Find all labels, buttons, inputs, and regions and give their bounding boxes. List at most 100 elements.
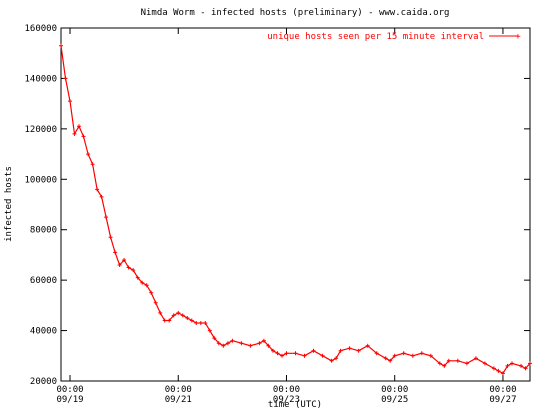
series-point [207, 328, 212, 333]
series-point [63, 76, 68, 81]
series-point [203, 321, 208, 325]
series-point [99, 194, 104, 199]
series-point [428, 353, 433, 358]
series-point [311, 348, 316, 353]
series-point [135, 275, 140, 280]
series-point [388, 358, 393, 363]
series-point [162, 318, 167, 323]
x-tick-date: 09/27 [489, 395, 516, 405]
y-tick-label: 100000 [24, 175, 57, 185]
x-tick-time: 00:00 [165, 385, 192, 395]
series-point [455, 358, 460, 363]
series-point [113, 250, 118, 255]
series-point [86, 152, 91, 157]
series-point [437, 361, 442, 366]
series-point [68, 99, 72, 104]
series-point [189, 318, 194, 323]
series-point [500, 371, 505, 376]
series-point [122, 258, 127, 262]
x-axis: 00:0009/1900:0009/2100:0009/2300:0009/25… [56, 28, 516, 405]
x-tick-date: 09/21 [165, 395, 192, 405]
series-point [293, 351, 298, 356]
series-point [59, 43, 63, 48]
x-tick-time: 00:00 [381, 385, 408, 395]
legend-marker: + [515, 32, 521, 42]
series-point [117, 263, 122, 267]
series-point [81, 134, 86, 139]
series-point [528, 361, 532, 366]
series-point [180, 313, 185, 318]
series-point [473, 356, 478, 361]
y-tick-label: 40000 [30, 327, 57, 337]
series-point [320, 353, 325, 358]
series-point [144, 283, 149, 288]
series-point [275, 351, 280, 356]
series-point [446, 358, 451, 363]
x-tick-time: 00:00 [489, 385, 516, 395]
series-point [482, 361, 487, 366]
series-point [194, 321, 199, 325]
series-line [60, 45, 531, 375]
series-point [464, 361, 469, 366]
x-tick-time: 00:00 [56, 385, 83, 395]
series-point [239, 341, 244, 346]
y-tick-label: 140000 [24, 74, 57, 84]
legend-label: unique hosts seen per 15 minute interval [267, 32, 484, 42]
series-point [334, 356, 339, 361]
y-tick-label: 160000 [24, 24, 57, 34]
series-point [126, 265, 131, 270]
series-point [280, 353, 284, 358]
series-point [167, 318, 172, 323]
x-tick-date: 09/25 [381, 395, 408, 405]
series-point [158, 310, 163, 315]
series-point [90, 162, 95, 167]
plot-frame [60, 27, 531, 382]
series-point [261, 338, 266, 343]
series-point [347, 346, 352, 351]
series-point [523, 366, 528, 371]
series-point [410, 353, 415, 358]
series-point [519, 363, 523, 368]
series-point [149, 290, 154, 295]
chart-title: Nimda Worm - infected hosts (preliminary… [141, 8, 450, 18]
series-point [383, 356, 388, 361]
series-point [356, 348, 361, 353]
series-point [401, 351, 406, 356]
series-point [104, 215, 109, 220]
series-point [212, 336, 217, 341]
series-point [230, 338, 235, 343]
y-tick-label: 60000 [30, 276, 57, 286]
series-point [198, 321, 203, 325]
series-point [77, 124, 81, 129]
series-point [108, 235, 113, 240]
series-point [442, 363, 447, 368]
series-point [248, 343, 253, 348]
series-point [257, 341, 262, 346]
series-point [131, 268, 136, 273]
series-point [271, 348, 275, 353]
series-point [505, 363, 510, 368]
series-point [140, 280, 145, 285]
series-point [374, 351, 379, 356]
series-point [491, 366, 496, 371]
y-tick-label: 80000 [30, 226, 57, 236]
series-point [392, 353, 397, 358]
series-group [59, 43, 532, 376]
series-point [419, 351, 424, 356]
y-axis-label: infected hosts [4, 166, 14, 242]
series-point [338, 348, 343, 353]
series-point [266, 343, 271, 348]
series-point [496, 368, 501, 373]
series-point [302, 353, 307, 358]
x-tick-time: 00:00 [273, 385, 300, 395]
series-point [72, 131, 77, 136]
series-point [216, 341, 221, 346]
series-point [153, 300, 158, 305]
y-tick-label: 20000 [30, 377, 57, 387]
series-point [171, 313, 176, 318]
series-point [225, 341, 230, 346]
x-tick-date: 09/19 [56, 395, 83, 405]
series-point [365, 343, 370, 348]
y-tick-label: 120000 [24, 125, 57, 135]
